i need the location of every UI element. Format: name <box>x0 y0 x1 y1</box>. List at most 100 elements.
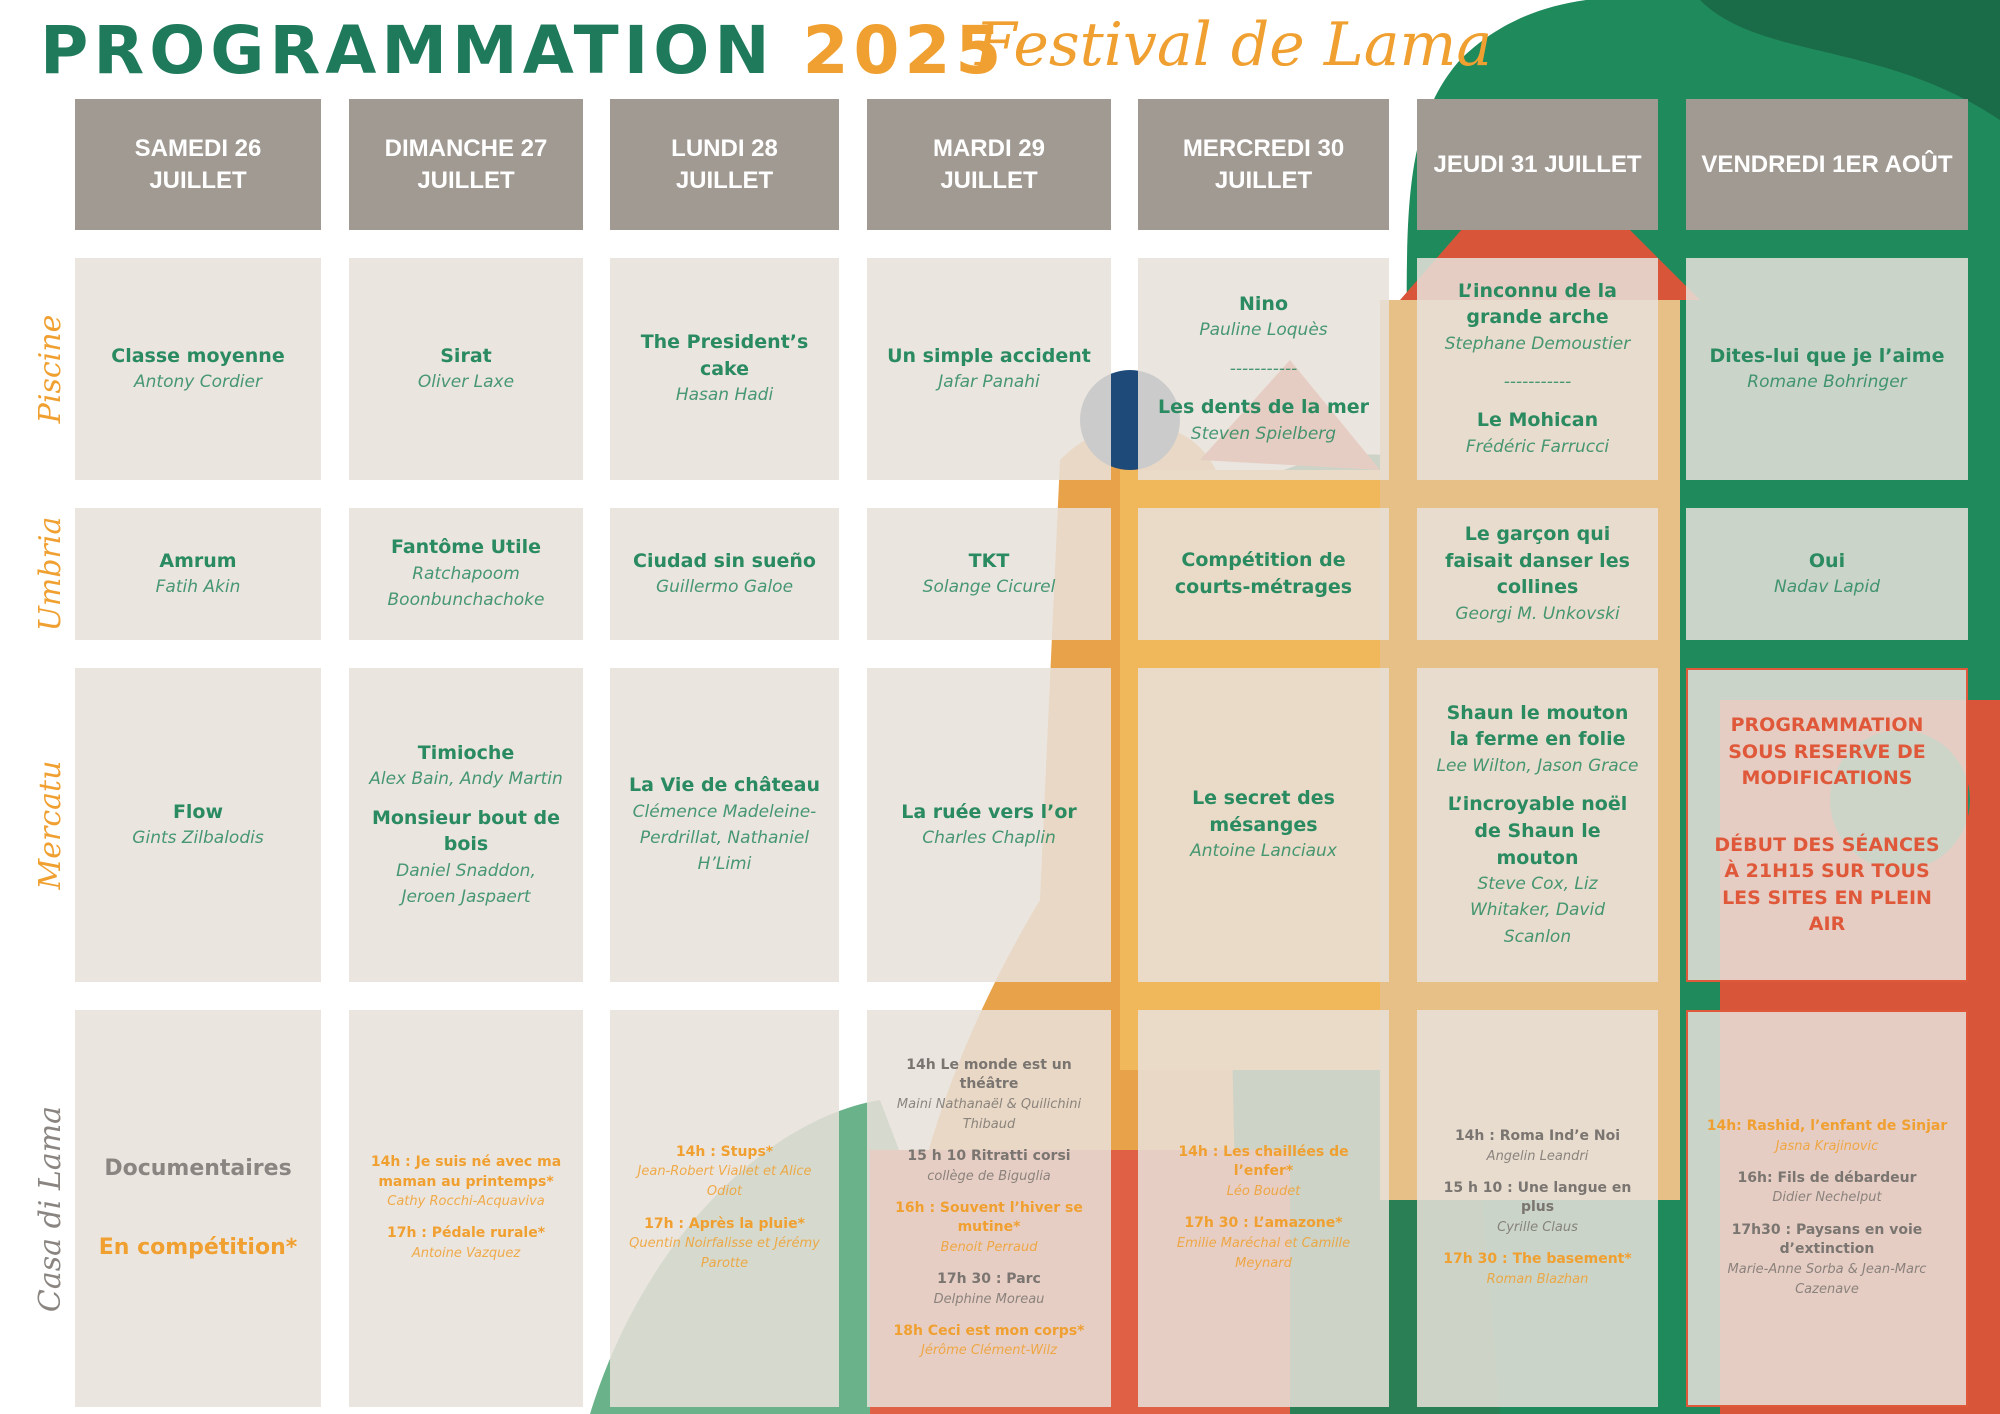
film-director: Marie-Anne Sorba & Jean-Marc Cazenave <box>1727 1261 1927 1297</box>
film-entry: 14h : Roma Ind’e Noi Angelin Leandri <box>1455 1127 1620 1167</box>
film-director: Léo Boudet <box>1226 1184 1301 1200</box>
schedule-cell: PROGRAMMATION SOUS RESERVE DE MODIFICATI… <box>1686 668 1968 982</box>
schedule-cell: Le garçon qui faisait danser les colline… <box>1417 508 1658 640</box>
festival-name: Festival de Lama <box>975 10 1493 80</box>
film-entry: L’inconnu de la grande arche Stephane Dem… <box>1435 278 1640 358</box>
film-director: Ratchapoom Boonbunchachoke <box>387 563 545 611</box>
film-entry: 17h30 : Paysans en voie d’extinction Mari… <box>1706 1221 1948 1300</box>
title-year: 2025 <box>802 12 1007 89</box>
film-entry: En compétition* <box>99 1233 298 1264</box>
film-director: ----------- <box>1229 358 1298 379</box>
film-director: Maini Nathanaël & Quilichini Thibaud <box>896 1096 1082 1132</box>
film-director: Antoine Lanciaux <box>1190 841 1337 862</box>
film-entry: 14h : Les chaillées de l’enfer* Léo Boude… <box>1156 1143 1371 1202</box>
film-title: Les dents de la mer <box>1157 396 1370 419</box>
film-entry: 17h 30 : Parc Delphine Moreau <box>934 1270 1045 1310</box>
film-director: Guillermo Galoe <box>655 577 794 598</box>
film-title: TKT <box>968 549 1010 572</box>
film-entry: Le Mohican Frédéric Farrucci <box>1466 407 1609 460</box>
schedule-cell: Classe moyenne Antony Cordier <box>75 258 321 480</box>
film-director: Jean-Robert Viallet et Alice Odiot <box>637 1164 812 1200</box>
schedule-cell: 14h: Rashid, l’enfant de Sinjar Jasna Kra… <box>1686 1010 1968 1407</box>
film-title: 17h 30 : L’amazone* <box>1184 1215 1343 1232</box>
film-title: L’incroyable noël de Shaun le mouton <box>1447 793 1628 869</box>
film-entry: 17h : Pédale rurale* Antoine Vazquez <box>387 1224 545 1264</box>
film-entry: Le secret des mésanges Antoine Lanciaux <box>1156 785 1371 865</box>
film-director: Jérôme Clément-Wilz <box>921 1343 1057 1359</box>
film-entry: Flow Gints Zilbalodis <box>132 799 263 852</box>
film-director: Emilie Maréchal et Camille Meynard <box>1176 1235 1351 1271</box>
film-entry: 14h : Je suis né avec ma maman au printe… <box>367 1153 565 1212</box>
film-entry: 16h: Fils de débardeur Didier Nechelput <box>1738 1169 1917 1209</box>
film-director: Steven Spielberg <box>1190 423 1337 444</box>
schedule-cell: 14h : Je suis né avec ma maman au printe… <box>349 1010 583 1407</box>
film-director: Quentin Noirfalisse et Jérémy Parotte <box>629 1236 820 1272</box>
film-director: Fatih Akin <box>155 577 241 598</box>
film-entry: 17h : Après la pluie* Quentin Noirfalisse… <box>628 1215 821 1275</box>
film-title: 18h Ceci est mon corps* <box>893 1322 1085 1339</box>
film-title: 14h Le monde est un théâtre <box>906 1056 1072 1093</box>
film-director: Daniel Snaddon, Jeroen Jaspaert <box>396 860 536 908</box>
title-text: PROGRAMMATION <box>40 12 775 89</box>
film-title: 16h: Fils de débardeur <box>1737 1169 1917 1186</box>
film-title: 17h 30 : The basement* <box>1443 1251 1632 1268</box>
schedule-cell: Nino Pauline Loquès ----------- Les dents d… <box>1138 258 1389 480</box>
film-entry: Documentaires <box>104 1154 291 1185</box>
schedule-cell: Documentaires En compétition* <box>75 1010 321 1407</box>
film-entry: Nino Pauline Loquès <box>1199 291 1327 344</box>
film-entry: Fantôme Utile Ratchapoom Boonbunchachoke <box>367 534 565 613</box>
film-title: 14h : Stups* <box>675 1143 774 1160</box>
film-director: Nadav Lapid <box>1773 577 1880 598</box>
film-director: Roman Blazhan <box>1486 1271 1589 1287</box>
schedule-cell: TKT Solange Cicurel <box>867 508 1111 640</box>
film-title: 15 h 10 : Une langue en plus <box>1443 1179 1632 1216</box>
day-header: MERCREDI 30 JUILLET <box>1138 99 1389 230</box>
schedule-cell: Ciudad sin sueño Guillermo Galoe <box>610 508 839 640</box>
film-director: ----------- <box>1503 372 1572 393</box>
film-entry: Classe moyenne Antony Cordier <box>111 343 284 396</box>
film-title: Documentaires <box>104 1155 292 1181</box>
film-entry: Ciudad sin sueño Guillermo Galoe <box>633 548 816 601</box>
film-director: Georgi M. Unkovski <box>1455 603 1620 624</box>
film-entry: Dites-lui que je l’aime Romane Bohringer <box>1709 343 1944 396</box>
schedule-cell: Amrum Fatih Akin <box>75 508 321 640</box>
film-director: Frédéric Farrucci <box>1465 437 1610 458</box>
film-title: Classe moyenne <box>111 344 285 367</box>
schedule-cell: Flow Gints Zilbalodis <box>75 668 321 982</box>
film-entry: Shaun le mouton la ferme en folie Lee Wil… <box>1435 700 1640 780</box>
schedule-cell: L’inconnu de la grande arche Stephane Dem… <box>1417 258 1658 480</box>
film-title: 14h : Roma Ind’e Noi <box>1454 1128 1621 1145</box>
film-title: Sirat <box>440 344 492 367</box>
film-title: The President’s cake <box>640 331 809 380</box>
film-title: Le Mohican <box>1476 409 1599 432</box>
film-title: Oui <box>1808 549 1846 572</box>
schedule-cell: 14h : Stups* Jean-Robert Viallet et Alice… <box>610 1010 839 1407</box>
film-entry: Le garçon qui faisait danser les colline… <box>1435 521 1640 627</box>
schedule-cell: Fantôme Utile Ratchapoom Boonbunchachoke <box>349 508 583 640</box>
film-entry: ----------- <box>1230 356 1297 382</box>
film-director: Jasna Krajinovic <box>1775 1138 1879 1154</box>
film-entry: Monsieur bout de bois Daniel Snaddon, Jer… <box>367 805 565 911</box>
schedule-cell: Timioche Alex Bain, Andy Martin Monsieur b… <box>349 668 583 982</box>
film-title: Nino <box>1239 292 1288 315</box>
schedule-cell: Un simple accident Jafar Panahi <box>867 258 1111 480</box>
schedule-cell: Shaun le mouton la ferme en folie Lee Wil… <box>1417 668 1658 982</box>
film-director: Benoit Perraud <box>940 1239 1038 1255</box>
film-director: Didier Nechelput <box>1772 1190 1882 1206</box>
day-header: LUNDI 28 JUILLET <box>610 99 839 230</box>
film-director: Cathy Rocchi-Acquaviva <box>387 1194 545 1210</box>
film-director: Pauline Loquès <box>1199 320 1328 341</box>
film-director: collège de Biguglia <box>927 1168 1051 1184</box>
film-title: DÉBUT DES SÉANCES À 21H15 SUR TOUS LES S… <box>1714 833 1940 936</box>
film-title: Le secret des mésanges <box>1192 787 1335 836</box>
film-title: Monsieur bout de bois <box>371 806 561 856</box>
film-title: 17h 30 : Parc <box>937 1271 1041 1288</box>
film-title: PROGRAMMATION SOUS RESERVE DE MODIFICATI… <box>1728 713 1926 790</box>
film-director: Solange Cicurel <box>922 577 1056 598</box>
film-entry: The President’s cake Hasan Hadi <box>628 329 821 409</box>
film-entry: 18h Ceci est mon corps* Jérôme Clément-Wi… <box>893 1322 1084 1362</box>
film-entry: Timioche Alex Bain, Andy Martin <box>369 740 563 793</box>
film-entry: 16h : Souvent l’hiver se mutine* Benoit P… <box>885 1199 1093 1258</box>
film-title: Ciudad sin sueño <box>633 549 816 572</box>
